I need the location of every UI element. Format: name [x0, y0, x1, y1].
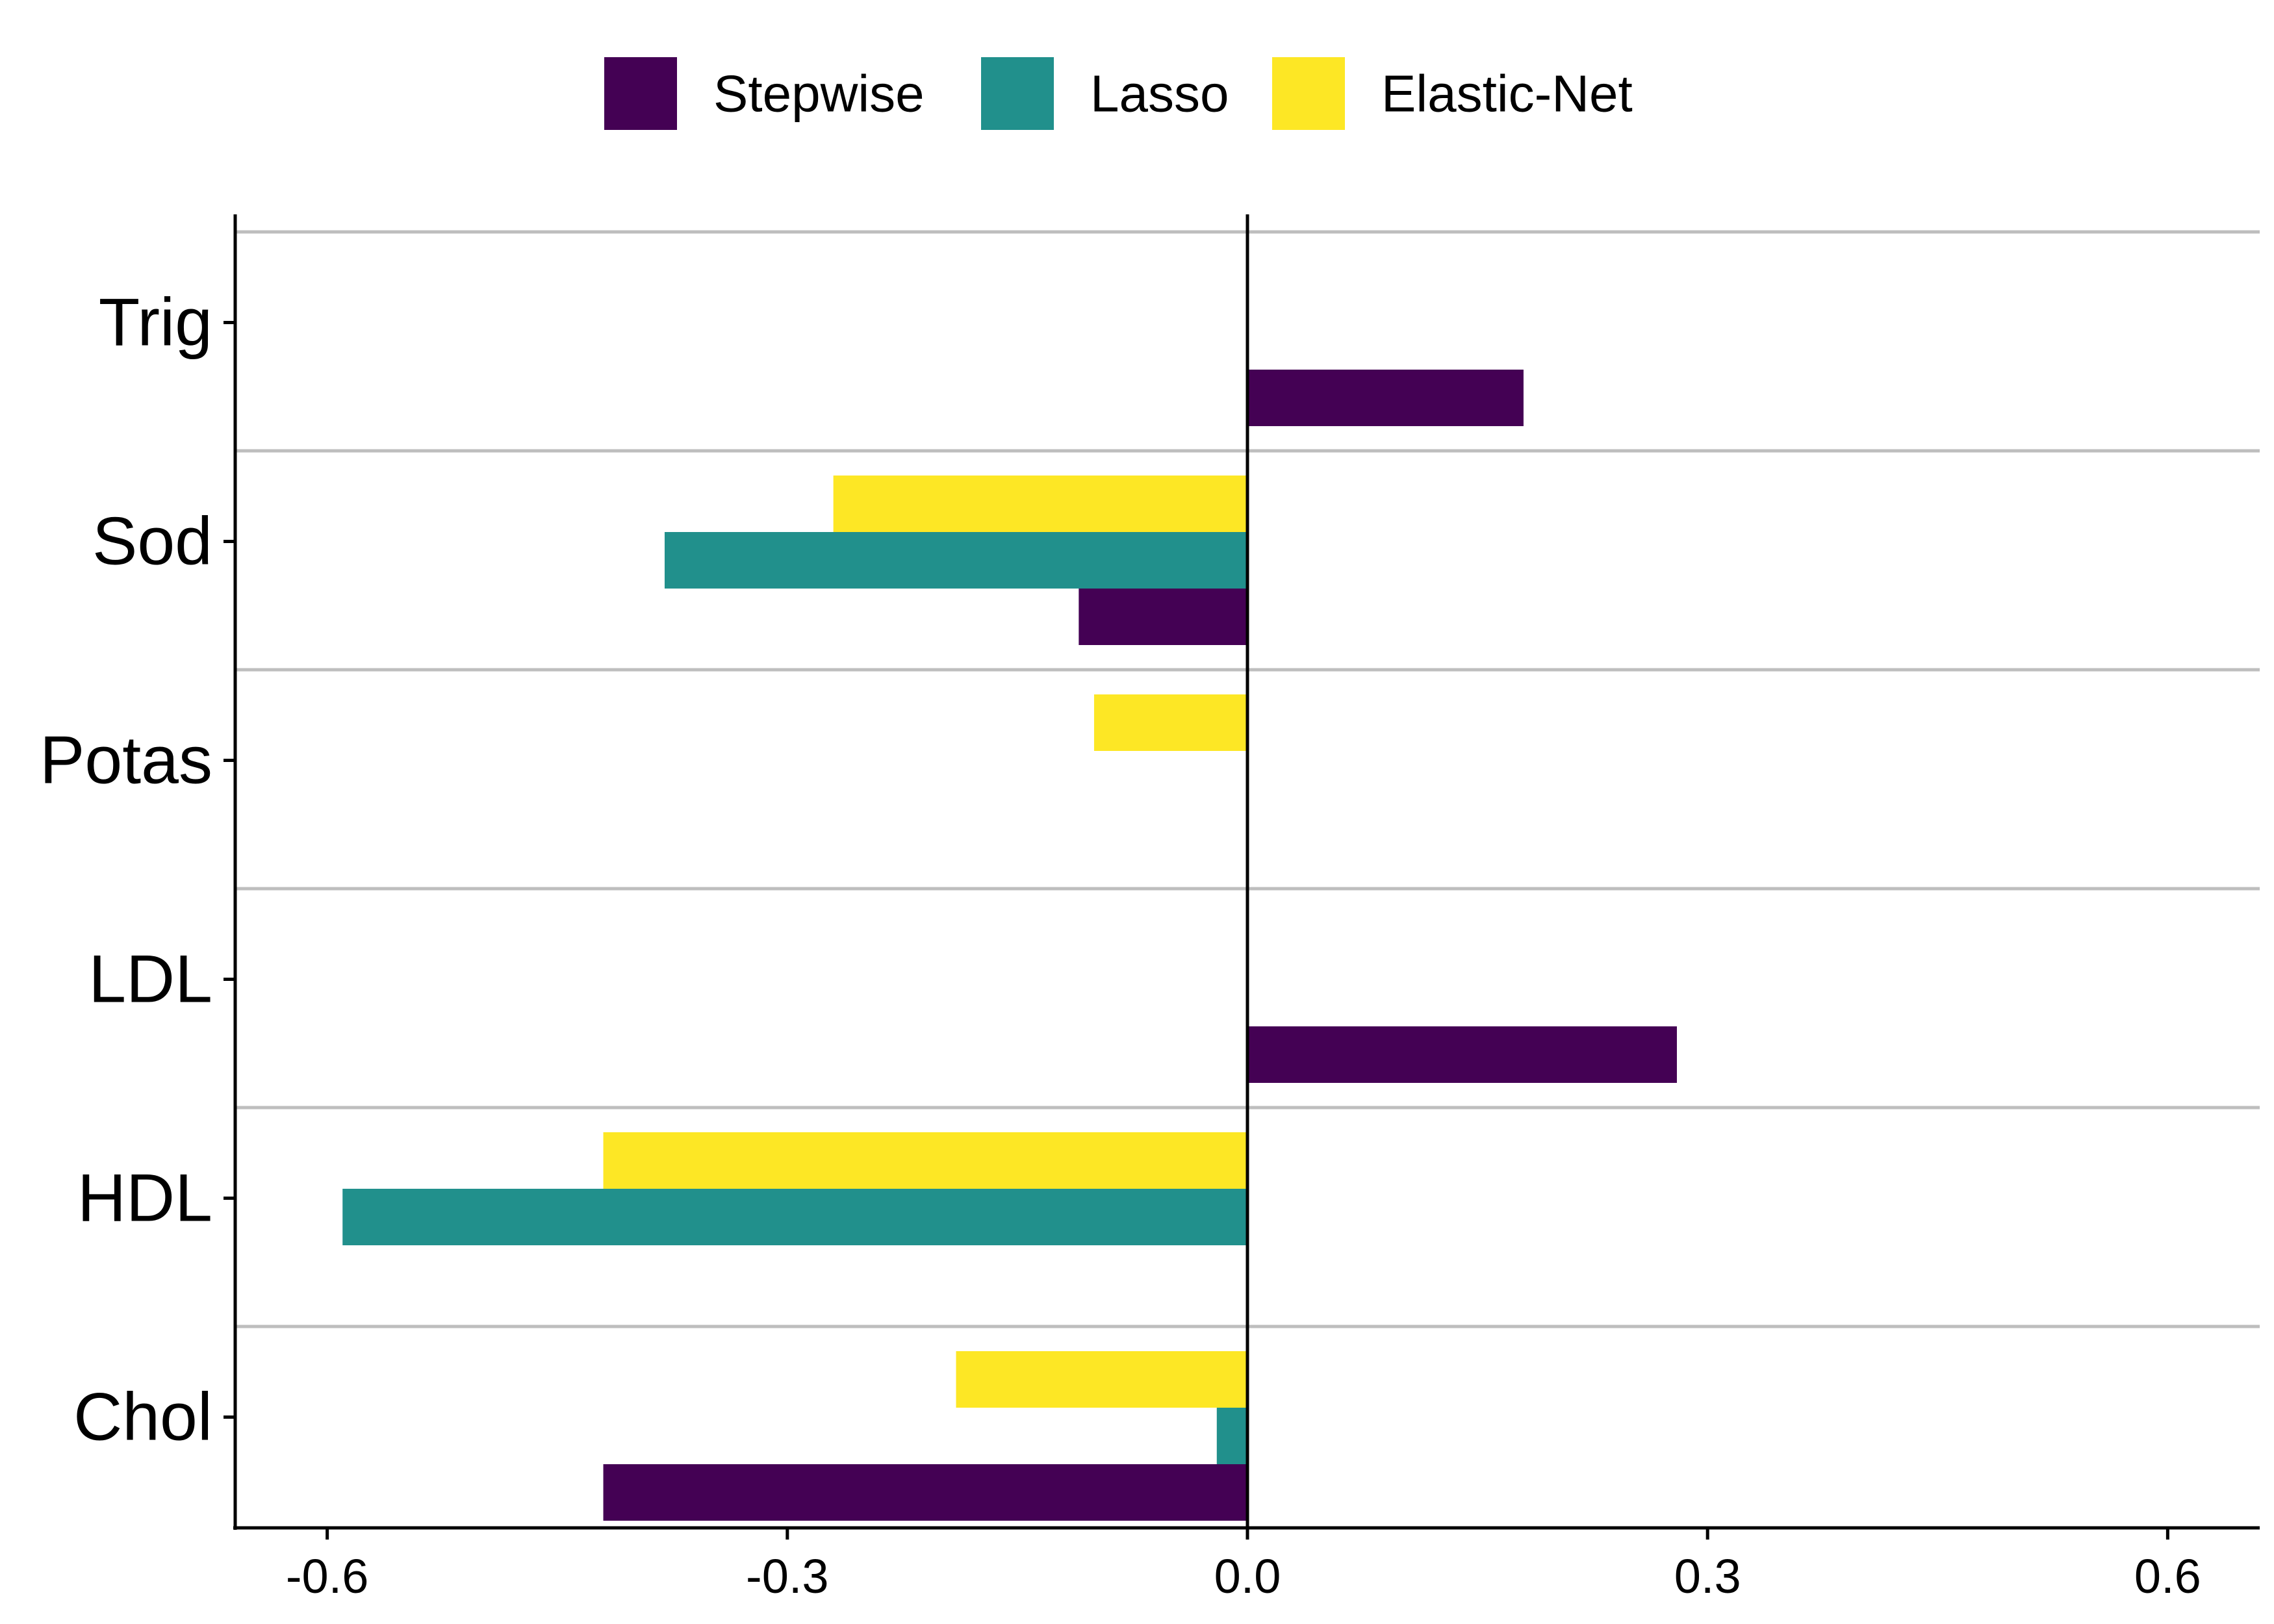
- y-axis-category-labels: Trig Sod Potas LDL HDL Chol: [40, 285, 235, 1455]
- x-axis-ticks: -0.6 -0.3 0.0 0.3 0.6: [286, 1528, 2201, 1603]
- bar-elastic-net-hdl: [603, 1132, 1247, 1189]
- legend-label-elastic-net: Elastic-Net: [1381, 65, 1633, 123]
- bar-lasso-sod: [664, 532, 1247, 589]
- bar-stepwise-sod: [1079, 589, 1247, 645]
- bar-elastic-net-chol: [956, 1351, 1247, 1408]
- y-label-chol: Chol: [73, 1380, 212, 1455]
- chart-legend: Stepwise Lasso Elastic-Net: [604, 57, 1633, 130]
- legend-item-elastic-net: Elastic-Net: [1272, 57, 1633, 130]
- legend-key-elastic-net: [1272, 57, 1345, 130]
- x-tick-label: 0.6: [2134, 1549, 2201, 1603]
- legend-item-lasso: Lasso: [981, 57, 1229, 130]
- y-label-hdl: HDL: [77, 1161, 212, 1236]
- bar-elastic-net-potas: [1093, 694, 1247, 751]
- x-tick-label: 0.0: [1214, 1549, 1281, 1603]
- bar-elastic-net-sod: [833, 476, 1247, 532]
- bars-group: [342, 370, 1677, 1521]
- bar-stepwise-chol: [603, 1464, 1247, 1521]
- bar-stepwise-ldl: [1247, 1026, 1677, 1083]
- bar-stepwise-trig: [1247, 370, 1524, 426]
- legend-label-stepwise: Stepwise: [713, 65, 925, 123]
- bar-lasso-hdl: [342, 1189, 1247, 1245]
- y-label-potas: Potas: [40, 723, 212, 798]
- x-tick-label: 0.3: [1674, 1549, 1741, 1603]
- x-tick-label: -0.6: [286, 1549, 369, 1603]
- legend-key-stepwise: [604, 57, 677, 130]
- y-label-ldl: LDL: [88, 942, 212, 1017]
- bar-lasso-chol: [1216, 1408, 1247, 1464]
- legend-item-stepwise: Stepwise: [604, 57, 925, 130]
- y-label-sod: Sod: [92, 504, 212, 579]
- legend-key-lasso: [981, 57, 1054, 130]
- legend-label-lasso: Lasso: [1090, 65, 1229, 123]
- x-tick-label: -0.3: [746, 1549, 829, 1603]
- y-label-trig: Trig: [99, 285, 212, 361]
